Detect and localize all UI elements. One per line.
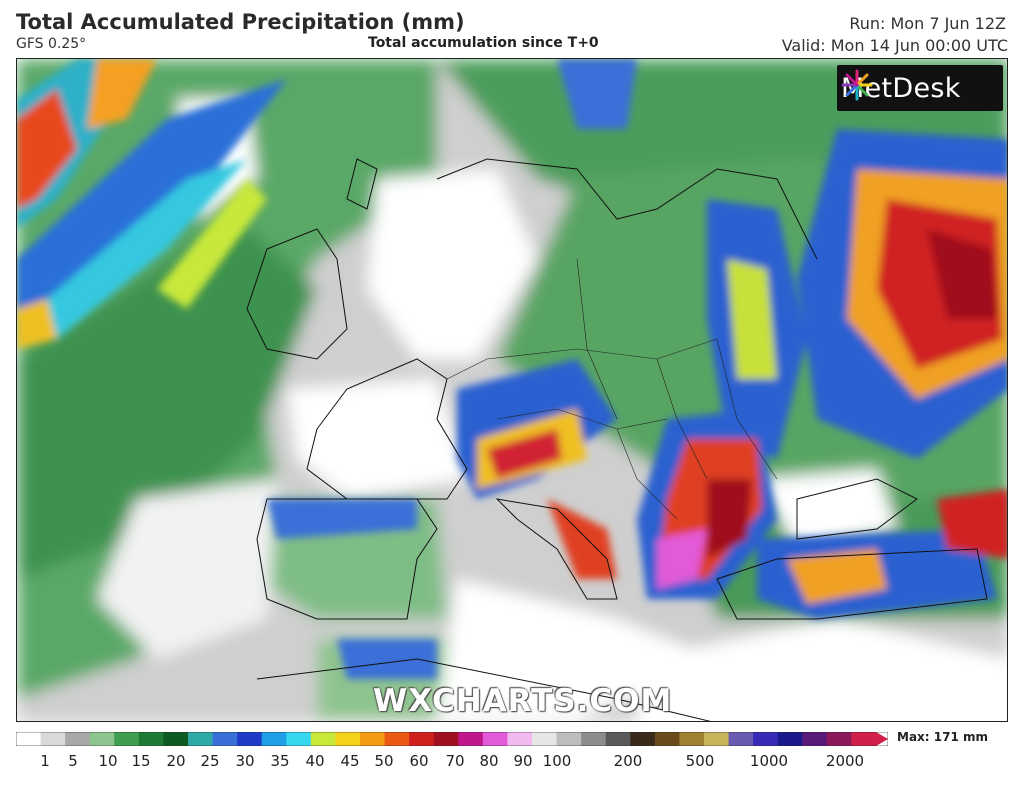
- legend-swatch: [851, 732, 877, 746]
- legend-swatch: [605, 732, 631, 746]
- country-borders: [446, 258, 778, 520]
- legend-swatch: [237, 732, 263, 746]
- legend-tick-label: 90: [513, 752, 533, 770]
- legend-tick-label: 1: [40, 752, 50, 770]
- legend-swatch: [114, 732, 140, 746]
- legend-tick-label: 20: [166, 752, 186, 770]
- legend-tick-label: 70: [445, 752, 465, 770]
- legend-swatch: [433, 732, 459, 746]
- legend-tick-label: 5: [68, 752, 78, 770]
- legend-swatch: [826, 732, 853, 746]
- legend-swatch: [65, 732, 91, 746]
- run-time: Run: Mon 7 Jun 12Z: [849, 14, 1006, 33]
- legend-tick-label: 25: [200, 752, 220, 770]
- legend-swatch: [188, 732, 214, 746]
- legend-arrow-icon: [876, 732, 888, 746]
- legend-tick-label: 40: [305, 752, 325, 770]
- legend-swatch: [556, 732, 582, 746]
- legend-swatch: [777, 732, 803, 746]
- legend-tick-label: 1000: [749, 752, 789, 770]
- legend-swatch: [753, 732, 779, 746]
- legend-swatch: [360, 732, 386, 746]
- wxcharts-watermark: WXCHARTS.COM: [373, 683, 673, 719]
- legend-tick-label: 100: [542, 752, 572, 770]
- map-canvas: [17, 59, 1007, 721]
- legend-tick-label: 50: [374, 752, 394, 770]
- legend-tick-label: 30: [235, 752, 255, 770]
- legend-tick-label: 35: [270, 752, 290, 770]
- legend-swatch: [335, 732, 361, 746]
- legend-tick-label: 45: [340, 752, 360, 770]
- legend-swatch: [138, 732, 165, 746]
- legend-swatch: [679, 732, 705, 746]
- legend-tick-label: 10: [98, 752, 118, 770]
- legend-swatch: [704, 732, 730, 746]
- legend-tick-label: 60: [409, 752, 429, 770]
- legend-tick-label: 80: [479, 752, 499, 770]
- valid-time: Valid: Mon 14 Jun 00:00 UTC: [781, 36, 1008, 55]
- legend-swatch: [89, 732, 115, 746]
- legend-swatch: [384, 732, 410, 746]
- chart-subtitle: Total accumulation since T+0: [368, 35, 599, 51]
- legend-swatch: [16, 732, 42, 746]
- precip-heavy-layer: [17, 59, 1007, 679]
- legend-tick-labels: 1 5 10 15 20 25 30 35 40 45 50 60 70 80 90 100 200 500 100…: [16, 752, 876, 772]
- legend-swatch: [507, 732, 533, 746]
- legend-swatch: [40, 732, 66, 746]
- legend-swatch: [581, 732, 607, 746]
- legend-swatch: [261, 732, 287, 746]
- model-label: GFS 0.25°: [16, 36, 87, 52]
- legend-swatch: [286, 732, 312, 746]
- metdesk-star-icon: [841, 69, 873, 101]
- legend-tick-label: 200: [613, 752, 643, 770]
- legend-color-bar: [16, 732, 888, 746]
- legend-tick-label: 2000: [825, 752, 865, 770]
- legend-swatch: [532, 732, 558, 746]
- chart-title: Total Accumulated Precipitation (mm): [16, 10, 465, 34]
- legend-tick-label: 15: [131, 752, 151, 770]
- legend-swatch: [409, 732, 435, 746]
- legend-swatch: [630, 732, 656, 746]
- legend-swatch: [802, 732, 828, 746]
- legend-swatch: [458, 732, 484, 746]
- max-value-label: Max: 171 mm: [897, 730, 988, 744]
- metdesk-logo: MetDesk: [837, 65, 1003, 111]
- legend-swatch: [310, 732, 337, 746]
- legend-tick-label: 500: [685, 752, 715, 770]
- legend-swatch: [482, 732, 509, 746]
- legend-swatch: [163, 732, 189, 746]
- legend-swatch: [728, 732, 754, 746]
- precipitation-map: MetDesk WXCHARTS.COM: [16, 58, 1008, 722]
- legend-swatch: [654, 732, 681, 746]
- coastlines: [246, 158, 988, 721]
- legend-swatch: [212, 732, 238, 746]
- legend-swatches: [16, 732, 877, 746]
